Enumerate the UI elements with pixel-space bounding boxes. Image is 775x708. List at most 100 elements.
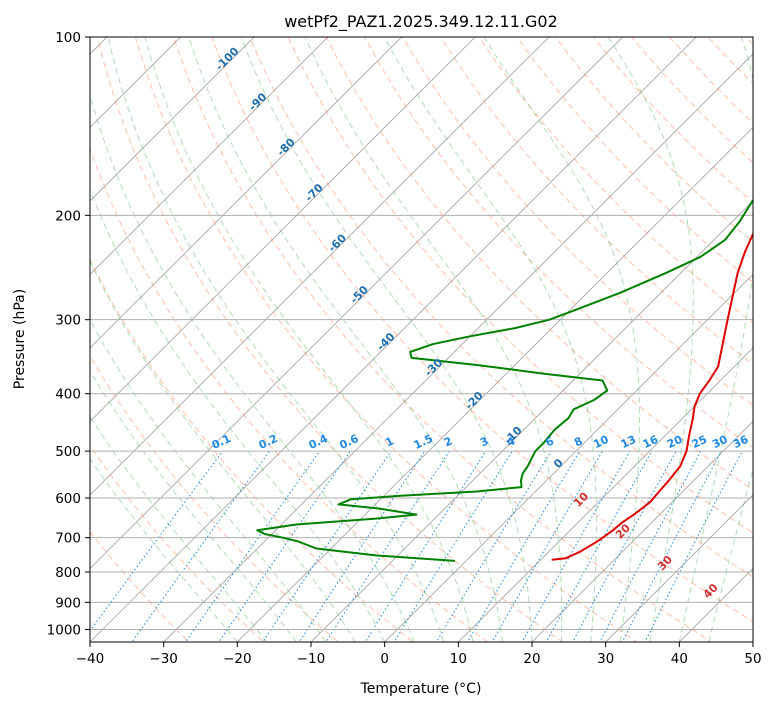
isotherm-label: -50: [348, 283, 371, 306]
profiles: [256, 198, 753, 562]
y-tick-label: 200: [55, 208, 81, 224]
dry-adiabat-line: [325, 37, 753, 491]
x-axis-ticks: −40 −30 −20 −10 0 10 20 30 40 50: [76, 642, 762, 667]
moist-adiabat-line: [483, 37, 640, 642]
isotherm-label: -70: [303, 181, 326, 204]
moist-adiabat-line: [90, 370, 297, 642]
x-tick-label: −30: [149, 651, 178, 667]
moist-adiabat-line: [304, 37, 563, 642]
mixing-ratio-label: 13: [619, 433, 638, 451]
y-tick-label: 1000: [47, 622, 81, 638]
isotherm-label: -60: [326, 231, 349, 254]
dry-adiabat-line: [90, 258, 414, 642]
moist-adiabat-line: [90, 318, 327, 642]
dry-adiabat-line: [402, 37, 753, 406]
isotherm-line: [90, 37, 550, 496]
mixing-ratio-line: [325, 450, 451, 642]
mixing-ratio-line: [644, 450, 743, 642]
mixing-ratio-line: [131, 450, 271, 642]
x-tick-label: 30: [597, 651, 614, 667]
y-axis-ticks: 100 200 300 400 500 600 700 800 900 1000: [47, 30, 90, 638]
x-tick-label: 20: [523, 651, 540, 667]
x-tick-label: 40: [671, 651, 688, 667]
x-tick-label: −10: [297, 651, 326, 667]
isotherm-label: -100: [213, 44, 242, 73]
moist-adiabat-line: [144, 37, 474, 642]
mixing-ratio-label: 10: [591, 433, 611, 451]
mixing-ratio-label: 25: [690, 433, 709, 451]
moist-adiabat-line: [678, 37, 753, 642]
dry-adiabat-line: [96, 37, 564, 642]
isotherm-line: [531, 420, 753, 642]
y-tick-label: 300: [55, 313, 81, 329]
y-tick-label: 800: [55, 565, 81, 581]
moist-adiabat-line: [107, 37, 445, 642]
moist-adiabat-line: [708, 467, 753, 642]
moist-adiabat-label: 20: [613, 521, 633, 541]
mixing-ratio-label: 0.4: [307, 432, 330, 452]
dewpoint-profile: [256, 198, 753, 562]
y-tick-label: 600: [55, 491, 81, 507]
y-tick-label: 400: [55, 387, 81, 403]
dry-adiabat-line: [249, 37, 753, 578]
moist-adiabat-line: [240, 37, 533, 642]
y-tick-label: 700: [55, 531, 81, 547]
mixing-ratio-label: 16: [641, 433, 661, 451]
mixing-ratio-line: [90, 450, 224, 632]
isotherm-line: [90, 37, 329, 275]
moist-adiabat-line: [188, 37, 503, 642]
moist-adiabat-line: [90, 188, 386, 642]
mixing-ratio-line: [491, 450, 603, 642]
moist-adiabat-line: [90, 93, 415, 642]
isotherm-line: [457, 347, 753, 642]
moist-adiabat-label: 40: [701, 581, 721, 601]
mixing-ratio-line: [262, 450, 392, 642]
mixing-ratio-label: 6: [544, 434, 557, 449]
moist-adiabat-line: [383, 37, 597, 642]
isotherm-label: -90: [246, 90, 269, 113]
mixing-ratio-label: 2: [442, 434, 454, 449]
mixing-ratio-label: 1: [383, 434, 395, 449]
moist-adiabat-label: 10: [571, 490, 591, 510]
x-tick-label: 10: [450, 651, 467, 667]
moist-adiabat-label: 30: [655, 553, 675, 573]
isotherm-line: [90, 37, 476, 423]
mixing-ratio-label: 8: [572, 434, 584, 449]
isotherm-line: [163, 53, 753, 642]
dry-adiabat-line: [363, 37, 753, 448]
dry-adiabat-line: [516, 37, 753, 284]
y-tick-label: 900: [55, 595, 81, 611]
dry-adiabat-line: [440, 37, 753, 365]
mixing-ratio-label: 1.5: [412, 432, 435, 452]
x-tick-label: −20: [223, 651, 252, 667]
temperature-profile: [551, 232, 753, 561]
x-axis-label: Temperature (°C): [360, 681, 482, 697]
isotherm-line: [90, 37, 182, 128]
isotherm-line: [752, 641, 753, 642]
isotherm-line: [310, 200, 753, 642]
mixing-ratio-label: 0.1: [210, 432, 233, 452]
background-lines: [90, 37, 753, 642]
isotherm-line: [605, 494, 753, 642]
moist-adiabat-line: [607, 37, 694, 642]
isotherm-line: [236, 126, 753, 642]
isotherm-label: -10: [501, 424, 524, 447]
isotherm-label: -40: [374, 330, 397, 353]
x-tick-label: 50: [744, 651, 761, 667]
chart-title: wetPf2_PAZ1.2025.349.12.11.G02: [284, 12, 558, 32]
isotherm-line: [90, 37, 697, 642]
isotherm-line: [90, 37, 255, 202]
mixing-ratio-line: [435, 450, 552, 642]
isotherm-line: [90, 37, 624, 570]
y-tick-label: 500: [55, 444, 81, 460]
mixing-ratio-label: 20: [665, 433, 685, 451]
mixing-ratio-label: 30: [710, 433, 730, 451]
isotherm-line: [678, 567, 753, 642]
mixing-ratio-label: 3: [478, 434, 490, 449]
y-tick-label: 100: [55, 30, 81, 46]
x-tick-label: −40: [76, 651, 105, 667]
x-tick-label: 0: [380, 651, 389, 667]
line-labels: 0.1 0.2 0.4 0.6 1 1.5 2 3 4 6 8 10 13 16 20 25 30 36-100-…: [210, 44, 751, 601]
isotherm-label: -20: [463, 389, 486, 412]
